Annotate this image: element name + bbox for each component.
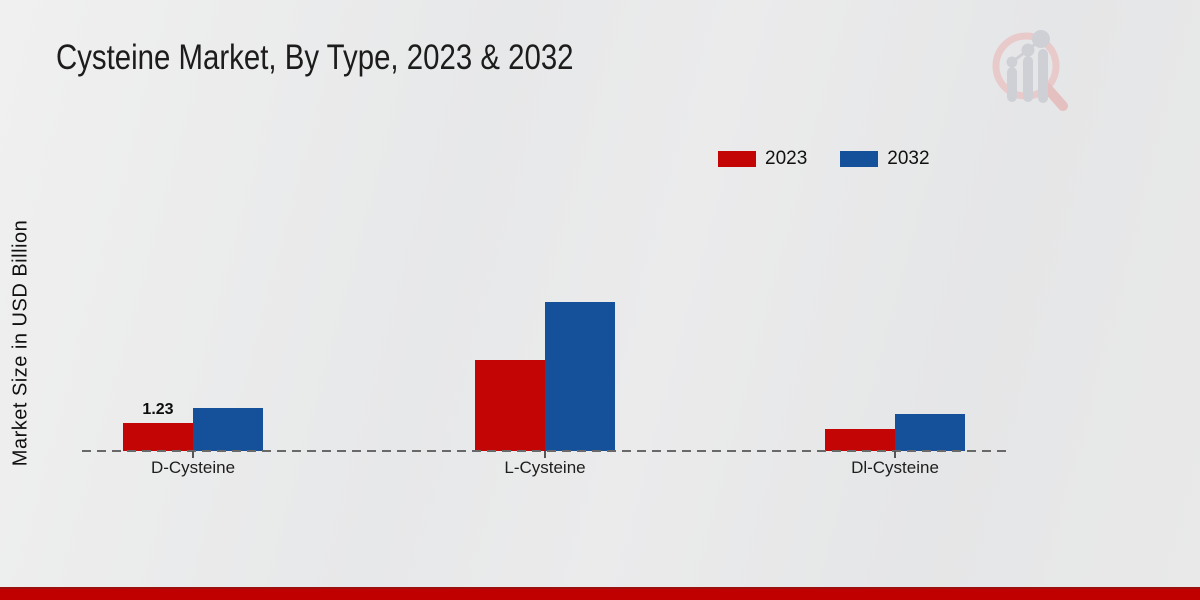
bar-d-cysteine-2023 xyxy=(123,423,193,451)
chart-title: Cysteine Market, By Type, 2023 & 2032 xyxy=(56,38,574,77)
bar-dl-cysteine-2032 xyxy=(895,414,965,451)
bar-dl-cysteine-2023 xyxy=(825,429,895,451)
legend-item-2032: 2032 xyxy=(840,148,930,170)
legend-item-2023: 2023 xyxy=(718,148,807,170)
x-axis-tick xyxy=(544,451,546,458)
legend: 2023 2032 xyxy=(718,148,930,170)
bar-l-cysteine-2032 xyxy=(545,302,615,451)
bottom-accent-stripe xyxy=(0,587,1200,600)
bar-d-cysteine-2032 xyxy=(193,408,263,451)
bar-l-cysteine-2023 xyxy=(475,360,545,451)
legend-label-2023: 2023 xyxy=(765,148,808,169)
x-axis-tick xyxy=(192,451,194,458)
category-label-d-cysteine: D-Cysteine xyxy=(150,458,236,477)
legend-label-2032: 2032 xyxy=(887,148,930,169)
bar-value-label: 1.23 xyxy=(142,401,174,418)
x-axis-tick xyxy=(894,451,896,458)
category-label-l-cysteine: L-Cysteine xyxy=(504,458,586,477)
legend-swatch-2023 xyxy=(718,151,756,167)
legend-swatch-2032 xyxy=(840,151,879,167)
magnifier-bar-chart-logo-icon xyxy=(992,30,1068,111)
category-label-dl-cysteine: Dl-Cysteine xyxy=(851,458,939,477)
